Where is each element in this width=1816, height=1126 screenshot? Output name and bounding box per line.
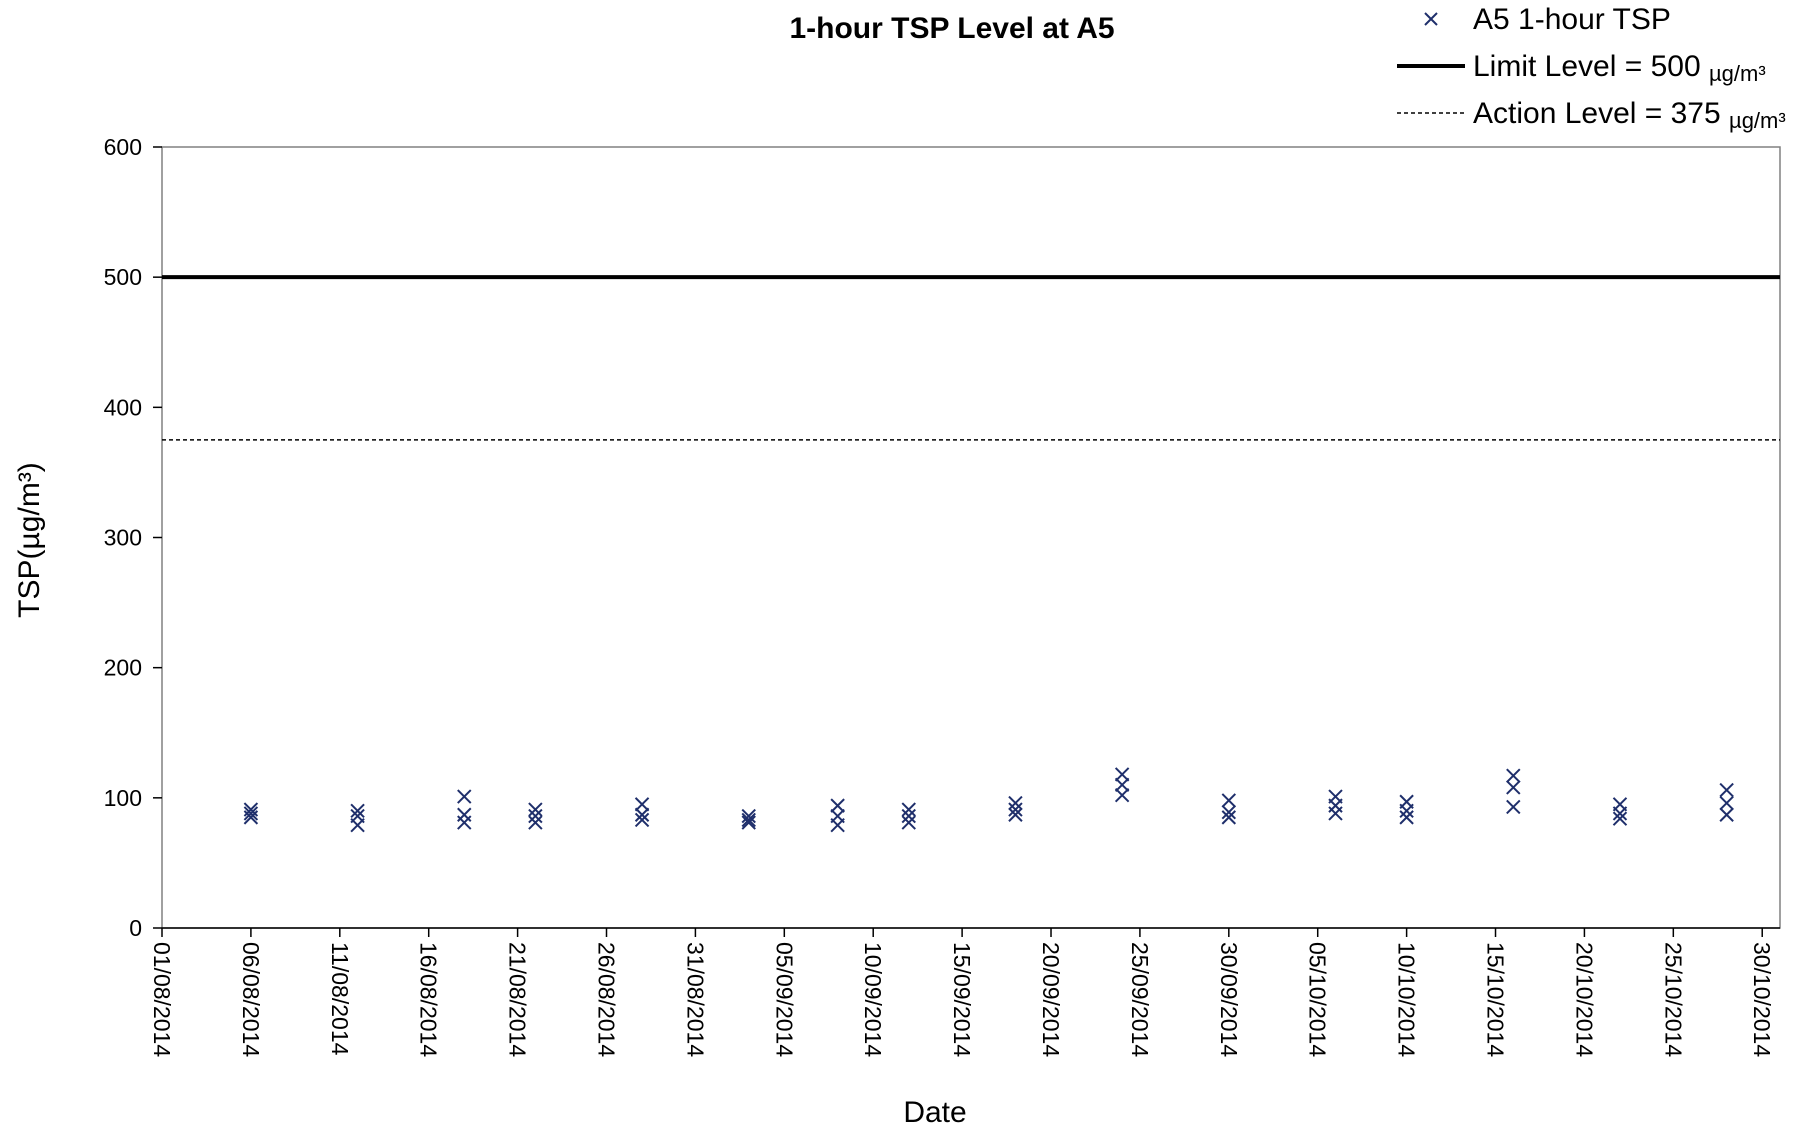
y-tick-label: 400: [104, 394, 142, 420]
data-point-x-marker: [1328, 806, 1343, 821]
plot-layer: 0 100 200 300 400 500 600 01/08/2014 06/08/2014 1…: [104, 134, 1781, 1057]
data-point-x-marker: [634, 812, 650, 828]
x-axis-title: Date: [903, 1096, 966, 1126]
legend-unit: µg/m³: [1729, 108, 1786, 133]
data-point-x-marker: [1612, 811, 1628, 826]
data-point-x-marker: [243, 810, 259, 825]
data-point-x-marker: [741, 812, 756, 828]
data-point-x-marker: [1506, 768, 1521, 783]
x-tick-label: 30/09/2014: [1216, 942, 1242, 1057]
data-point-x-marker: [830, 798, 845, 813]
data-point-x-marker: [1506, 780, 1521, 795]
legend-marker-x: [1424, 12, 1438, 26]
y-axis-title: TSP(µg/m³): [13, 462, 46, 618]
y-tick-label: 200: [104, 655, 142, 681]
data-point-x-marker: [901, 808, 916, 824]
data-point-x-marker: [1008, 795, 1023, 811]
data-point-x-marker: [1221, 810, 1237, 825]
data-point-x-marker: [1221, 793, 1237, 808]
x-tick-label: 06/08/2014: [238, 942, 264, 1057]
data-point-x-marker: [528, 808, 543, 824]
x-tick-label: 11/08/2014: [327, 942, 353, 1056]
x-tick-label: 10/09/2014: [860, 942, 886, 1057]
y-tick-label: 500: [104, 264, 142, 290]
x-tick-label: 20/09/2014: [1038, 942, 1064, 1057]
data-point-x-marker: [350, 803, 365, 819]
data-point-x-marker: [1399, 810, 1414, 825]
data-point-x-marker: [634, 797, 650, 812]
y-tick-label: 600: [104, 134, 142, 160]
data-point-x-marker: [901, 802, 916, 817]
data-point-x-marker: [1114, 767, 1130, 782]
data-point-x-marker: [901, 815, 916, 830]
data-point-x-marker: [243, 806, 259, 821]
x-tick-label: 01/08/2014: [149, 942, 175, 1057]
x-tick-label: 10/10/2014: [1394, 942, 1420, 1057]
y-tick-label: 300: [104, 525, 142, 551]
data-point-x-marker: [1719, 807, 1734, 822]
x-tick-label: 05/09/2014: [771, 942, 797, 1057]
data-point-x-marker: [1506, 799, 1521, 815]
x-tick-label: 30/10/2014: [1749, 942, 1775, 1057]
x-tick-label: 20/10/2014: [1571, 942, 1597, 1057]
data-point-x-marker: [741, 815, 756, 830]
chart-title: 1-hour TSP Level at A5: [789, 12, 1114, 45]
y-tick-label: 0: [129, 915, 142, 941]
y-tick-label: 100: [104, 785, 142, 811]
data-point-x-marker: [528, 802, 543, 817]
data-point-x-marker: [741, 808, 756, 824]
data-point-x-marker: [1612, 806, 1628, 821]
data-point-x-marker: [1008, 807, 1023, 822]
data-point-x-marker: [457, 815, 472, 830]
data-point-x-marker: [1114, 777, 1130, 793]
x-tick-label: 05/10/2014: [1305, 942, 1331, 1057]
data-point-x-marker: [1719, 782, 1734, 798]
plot-area: [161, 146, 1781, 929]
data-point-x-marker: [350, 817, 365, 833]
x-tick-label: 31/08/2014: [682, 942, 708, 1057]
data-point-x-marker: [528, 815, 543, 830]
data-point-x-marker: [1399, 803, 1414, 819]
data-point-x-marker: [1221, 804, 1237, 820]
x-tick-label: 26/08/2014: [594, 942, 620, 1057]
x-tick-label: 16/08/2014: [416, 942, 442, 1057]
x-tick-label: 21/08/2014: [505, 942, 531, 1057]
data-point-x-marker: [1114, 788, 1130, 803]
legend-label: Action Level = 375 µg/m³: [1473, 97, 1786, 133]
data-point-x-marker: [634, 807, 650, 822]
legend-label: A5 1-hour TSP: [1473, 3, 1671, 36]
data-point-x-marker: [457, 789, 472, 804]
legend: A5 1-hour TSP Limit Level = 500 µg/m³ Acti…: [1397, 3, 1786, 133]
x-tick-label: 25/09/2014: [1127, 942, 1153, 1057]
x-tick-label: 15/09/2014: [949, 942, 975, 1057]
x-tick-label: 15/10/2014: [1483, 942, 1509, 1057]
data-point-x-marker: [1008, 802, 1023, 817]
data-point-x-marker: [830, 817, 845, 833]
legend-label: Limit Level = 500 µg/m³: [1473, 50, 1766, 86]
x-tick-label: 25/10/2014: [1660, 942, 1686, 1057]
data-point-x-marker: [1719, 795, 1734, 811]
legend-unit: µg/m³: [1709, 61, 1766, 86]
